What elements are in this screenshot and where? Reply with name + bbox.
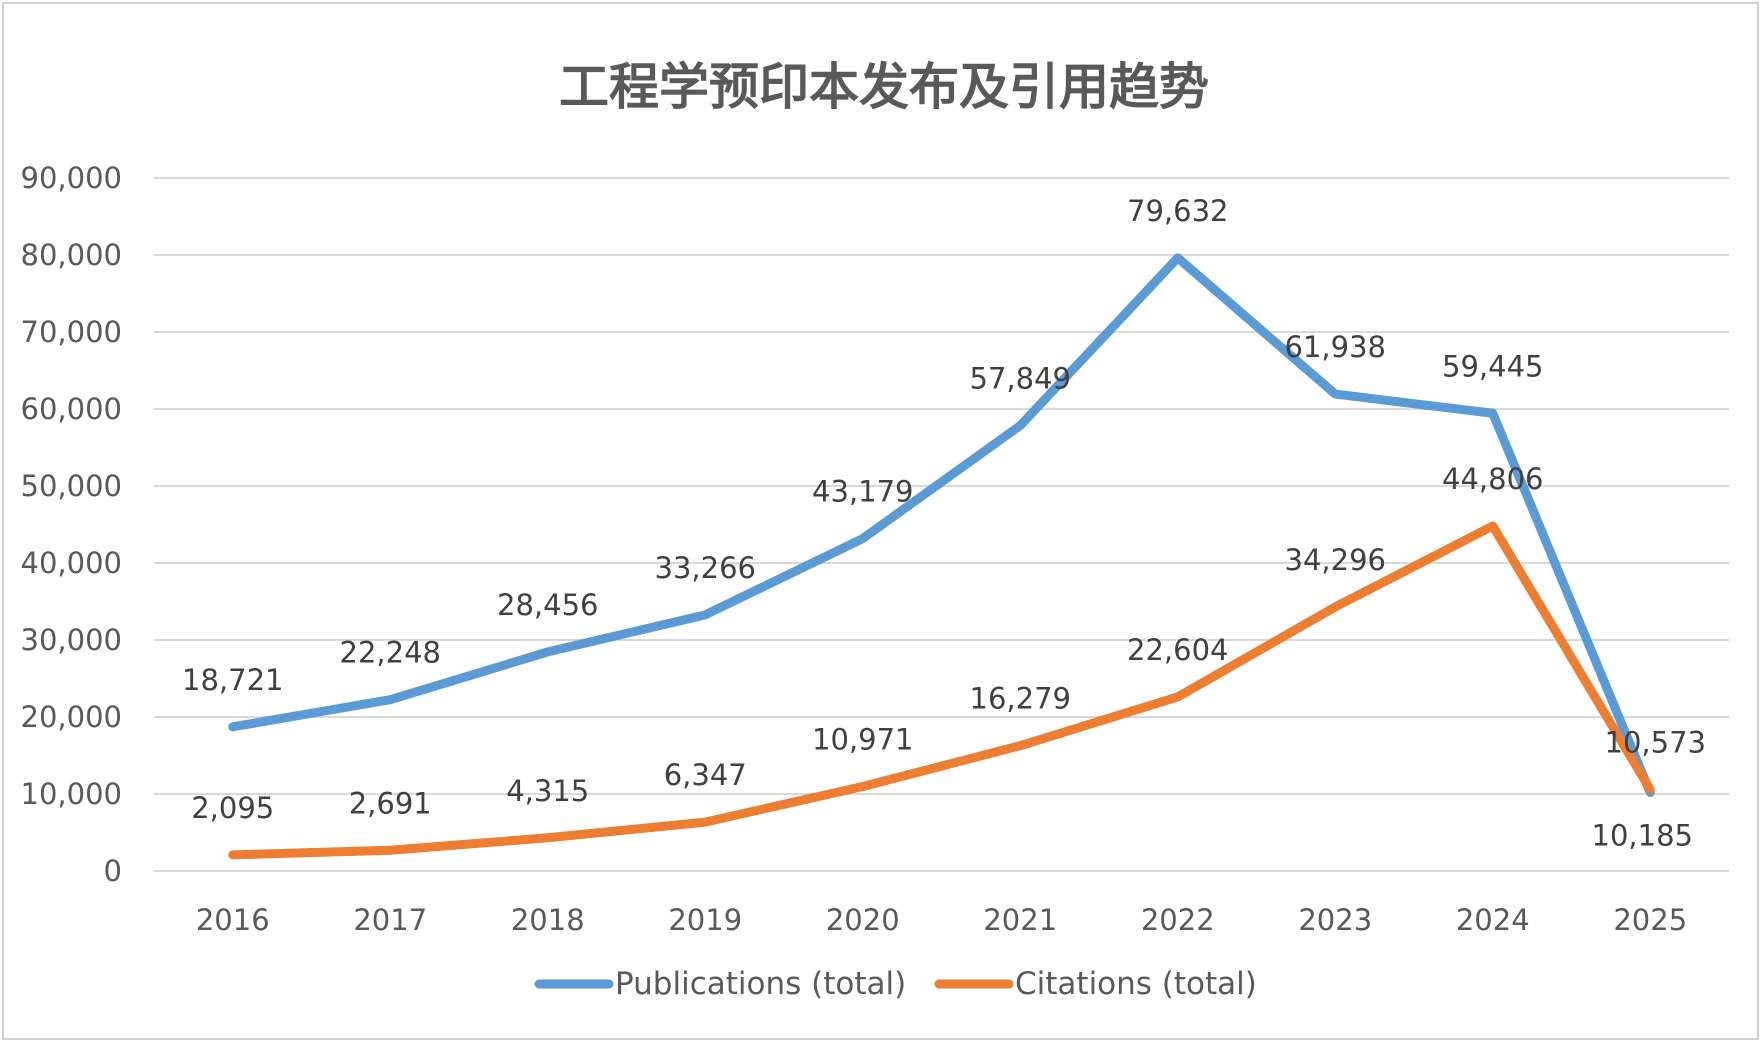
data-label: 4,315 <box>506 774 589 808</box>
y-tick-label: 0 <box>104 854 122 888</box>
x-tick-label: 2018 <box>511 903 585 937</box>
data-label: 10,971 <box>812 723 913 757</box>
x-tick-label: 2021 <box>983 903 1057 937</box>
data-label: 10,573 <box>1605 726 1706 760</box>
x-tick-label: 2017 <box>353 903 427 937</box>
data-label: 34,296 <box>1285 543 1386 577</box>
data-label: 10,185 <box>1592 819 1693 853</box>
y-tick-label: 60,000 <box>21 392 122 426</box>
x-tick-label: 2020 <box>826 903 900 937</box>
x-tick-label: 2019 <box>668 903 742 937</box>
series-lines <box>228 253 1655 860</box>
y-tick-label: 40,000 <box>21 546 122 580</box>
x-tick-label: 2024 <box>1456 903 1530 937</box>
series-line-publications <box>228 253 1655 798</box>
x-tick-label: 2025 <box>1613 903 1687 937</box>
data-label: 2,691 <box>349 786 432 820</box>
legend: Publications (total) Citations (total) <box>534 966 1257 1002</box>
data-label: 43,179 <box>812 475 913 509</box>
chart-title: 工程学预印本发布及引用趋势 <box>559 58 1209 116</box>
y-tick-label: 10,000 <box>21 777 122 811</box>
x-tick-label: 2016 <box>196 903 270 937</box>
y-tick-label: 20,000 <box>21 700 122 734</box>
y-tick-label: 70,000 <box>21 315 122 349</box>
data-label: 18,721 <box>182 663 283 697</box>
y-tick-label: 30,000 <box>21 623 122 657</box>
data-label: 33,266 <box>655 551 756 585</box>
data-label: 22,604 <box>1127 633 1228 667</box>
data-label: 2,095 <box>191 791 274 825</box>
data-label: 61,938 <box>1285 330 1386 364</box>
y-tick-label: 80,000 <box>21 238 122 272</box>
legend-label: Publications (total) <box>615 966 906 1002</box>
data-labels: 18,721 22,248 28,456 33,266 43,179 57,849 79,6… <box>182 194 1706 853</box>
legend-label: Citations (total) <box>1015 966 1257 1002</box>
data-label: 6,347 <box>664 758 747 792</box>
data-label: 79,632 <box>1127 194 1228 228</box>
x-tick-label: 2023 <box>1298 903 1372 937</box>
data-label: 57,849 <box>970 362 1071 396</box>
y-tick-label: 90,000 <box>21 161 122 195</box>
data-label: 28,456 <box>497 588 598 622</box>
x-axis: 2016 2017 2018 2019 2020 2021 2022 2023 2024 2025 <box>196 903 1687 937</box>
data-label: 22,248 <box>340 636 441 670</box>
x-tick-label: 2022 <box>1141 903 1215 937</box>
data-label: 59,445 <box>1442 349 1543 383</box>
line-chart: 工程学预印本发布及引用趋势 0 10,000 20,000 30,000 40,000 5… <box>21 58 1729 1002</box>
y-tick-label: 50,000 <box>21 469 122 503</box>
y-axis: 0 10,000 20,000 30,000 40,000 50,000 60,000 70,… <box>21 161 122 888</box>
data-label: 44,806 <box>1442 462 1543 496</box>
series-line-citations <box>228 521 1655 860</box>
data-label: 16,279 <box>970 682 1071 716</box>
